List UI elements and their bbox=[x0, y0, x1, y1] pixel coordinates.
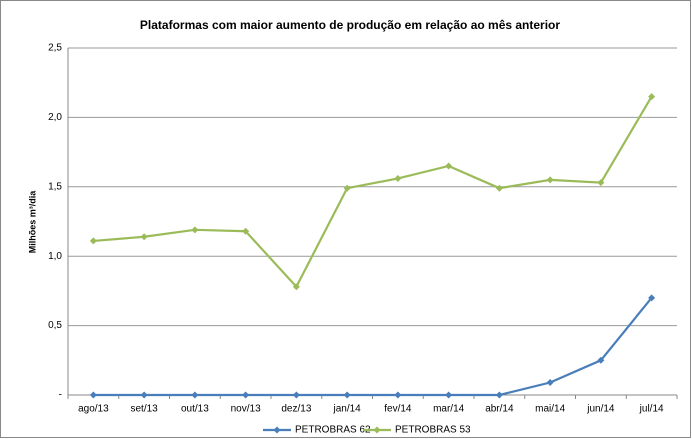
data-point bbox=[343, 391, 351, 399]
data-point bbox=[89, 391, 97, 399]
data-point bbox=[292, 391, 300, 399]
data-point bbox=[394, 174, 402, 182]
data-point bbox=[140, 233, 148, 241]
data-point bbox=[495, 391, 503, 399]
chart-title: Plataformas com maior aumento de produçã… bbox=[140, 18, 560, 32]
x-tick-label: dez/13 bbox=[281, 404, 311, 415]
data-point bbox=[394, 391, 402, 399]
data-point bbox=[242, 391, 250, 399]
data-point bbox=[445, 391, 453, 399]
x-tick-label: mar/14 bbox=[433, 404, 465, 415]
x-tick-label: ago/13 bbox=[78, 404, 109, 415]
y-tick-label: 2,5 bbox=[48, 43, 62, 54]
x-tick-label: jul/14 bbox=[639, 404, 664, 415]
legend-label: PETROBRAS 62 bbox=[295, 425, 371, 436]
data-point bbox=[292, 283, 300, 291]
data-point bbox=[495, 184, 503, 192]
data-point bbox=[597, 356, 605, 364]
legend-label: PETROBRAS 53 bbox=[395, 425, 471, 436]
x-tick-label: mai/14 bbox=[535, 404, 565, 415]
x-tick-label: fev/14 bbox=[384, 404, 412, 415]
data-point bbox=[546, 379, 554, 387]
y-tick-label: 1,5 bbox=[48, 181, 62, 192]
y-tick-label: 0,5 bbox=[48, 320, 62, 331]
data-point bbox=[546, 176, 554, 184]
data-point bbox=[89, 237, 97, 245]
data-point bbox=[191, 391, 199, 399]
x-tick-label: set/13 bbox=[131, 404, 159, 415]
data-point bbox=[597, 179, 605, 187]
x-tick-label: abr/14 bbox=[485, 404, 514, 415]
series-line bbox=[93, 96, 653, 289]
x-tick-label: jun/14 bbox=[586, 404, 615, 415]
data-point bbox=[191, 226, 199, 234]
y-tick-label: 1,0 bbox=[48, 251, 62, 262]
x-tick-label: nov/13 bbox=[231, 404, 261, 415]
x-tick-label: jan/14 bbox=[333, 404, 362, 415]
series-line bbox=[93, 297, 653, 397]
data-point bbox=[242, 227, 250, 235]
data-point bbox=[140, 391, 148, 399]
x-tick-label: out/13 bbox=[181, 404, 209, 415]
data-point bbox=[648, 93, 656, 101]
data-point bbox=[648, 294, 656, 302]
y-tick-label: - bbox=[59, 390, 62, 401]
legend-marker bbox=[273, 426, 281, 434]
y-tick-label: 2,0 bbox=[48, 112, 62, 123]
data-point bbox=[343, 184, 351, 192]
legend-marker bbox=[373, 426, 381, 434]
y-axis-label: Milhões m³/dia bbox=[27, 190, 37, 254]
data-point bbox=[445, 162, 453, 170]
